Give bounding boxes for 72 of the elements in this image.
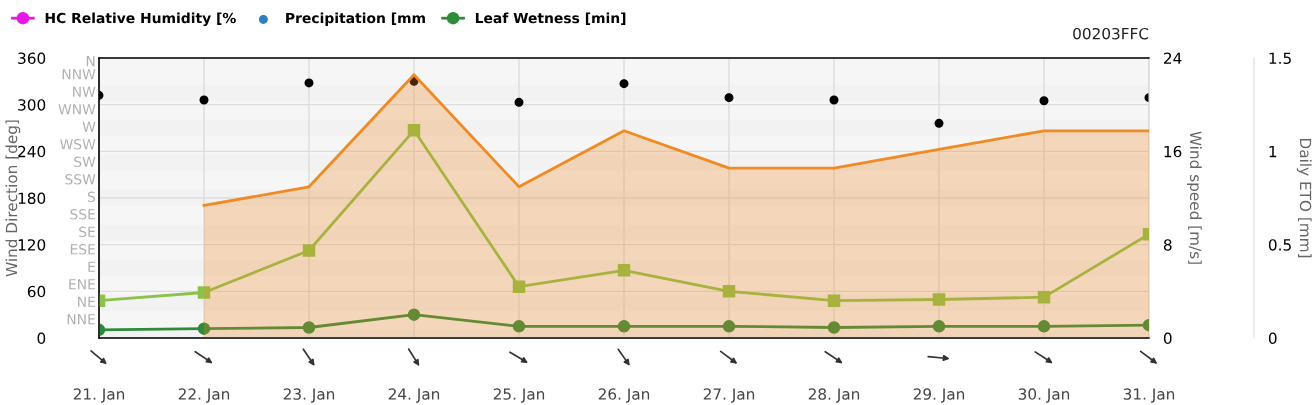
point — [512, 280, 526, 293]
x-tick-label: 24. Jan — [388, 388, 440, 403]
band-label: WNW — [58, 104, 96, 115]
point — [617, 320, 631, 333]
point — [932, 320, 946, 333]
point — [722, 320, 736, 333]
y-tick-label: 360 — [18, 52, 46, 65]
y-tick-label: 180 — [18, 192, 46, 205]
point — [934, 118, 944, 128]
text: 00203FFC — [1073, 27, 1149, 40]
y2-tick-label: 16 — [1164, 145, 1182, 158]
point — [829, 95, 839, 105]
band-label: SSW — [65, 174, 96, 185]
point — [1039, 96, 1049, 106]
y2-tick-label: 0 — [1163, 332, 1172, 345]
x-tick-label: 28. Jan — [808, 388, 860, 403]
y3-tick-label: 0.5 — [1268, 239, 1291, 251]
y3-tick-label: 1 — [1269, 146, 1277, 158]
band-label: NW — [73, 86, 96, 97]
y3-tick-label: 1.5 — [1269, 52, 1291, 65]
point — [197, 322, 211, 335]
x-tick-label: 22. Jan — [178, 388, 230, 403]
y2-axis-title: Wind speed [m/s] — [1186, 131, 1202, 264]
point — [199, 95, 209, 105]
point — [302, 321, 316, 334]
x-tick-label: 27. Jan — [703, 388, 755, 403]
band-label: E — [88, 261, 95, 272]
y2-tick-label: 8 — [1163, 239, 1172, 251]
legend-label: Leaf Wetness [min] — [475, 12, 626, 25]
point — [932, 293, 946, 306]
point — [827, 294, 841, 307]
point — [512, 320, 526, 333]
band-label: ENE — [69, 279, 95, 290]
y-tick-label: 0 — [37, 332, 46, 345]
band-label: N — [86, 56, 95, 67]
band-label: SW — [74, 156, 96, 168]
y-tick-label: 300 — [18, 99, 46, 111]
x-tick-label: 30. Jan — [1018, 388, 1070, 403]
point — [514, 97, 524, 107]
point — [197, 286, 211, 299]
band-label: NE — [78, 296, 95, 307]
x-tick-label: 23. Jan — [283, 388, 335, 403]
x-tick-label: 26. Jan — [598, 388, 650, 403]
band-label: SE — [79, 226, 95, 238]
band-label: NNE — [67, 314, 95, 325]
y3-tick-label: 0 — [1268, 332, 1277, 345]
point — [722, 285, 736, 298]
point — [619, 79, 629, 89]
legend-label: Precipitation [mm — [286, 12, 425, 26]
y3-axis-title: Daily ETO [mm] — [1296, 138, 1312, 258]
point — [827, 321, 841, 334]
band-label: WSW — [60, 139, 96, 150]
point — [304, 78, 314, 88]
x-tick-label: 29. Jan — [913, 388, 965, 403]
x-tick-label: 31. Jan — [1123, 388, 1175, 403]
point — [1037, 320, 1051, 333]
x-tick-label: 21. Jan — [73, 388, 125, 403]
band-label: ESE — [70, 244, 95, 255]
y-tick-label: 60 — [27, 285, 46, 298]
band-label: NNW — [62, 69, 96, 80]
point — [617, 264, 631, 277]
point — [1037, 290, 1051, 304]
point — [724, 93, 734, 103]
point — [407, 308, 421, 321]
point — [302, 244, 316, 257]
band-label: S — [87, 191, 96, 203]
band-label: SSE — [70, 209, 95, 220]
x-tick-label: 25. Jan — [493, 388, 545, 403]
y2-tick-label: 24 — [1164, 52, 1182, 64]
legend-label: HC Relative Humidity [% — [45, 12, 236, 27]
point — [407, 124, 421, 137]
band-label: W — [82, 121, 96, 132]
